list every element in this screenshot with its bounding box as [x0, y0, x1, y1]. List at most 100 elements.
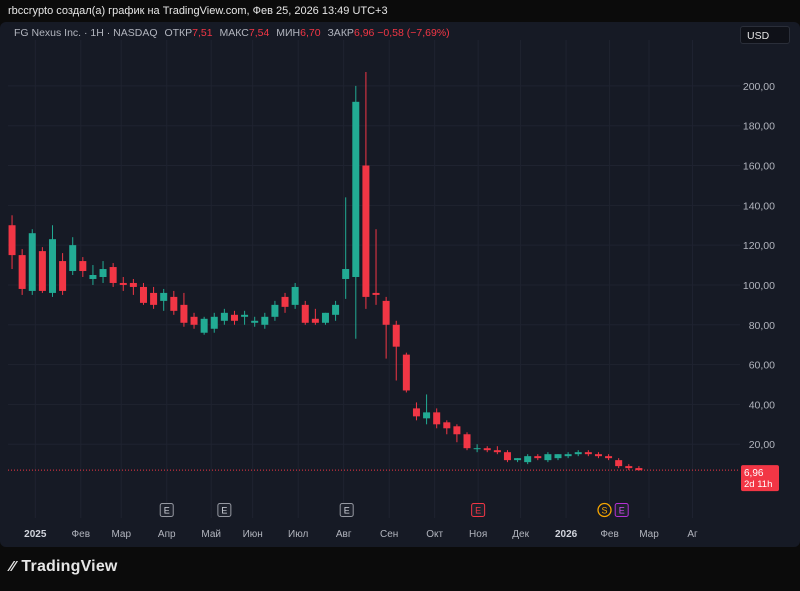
x-tick-label: Дек [512, 529, 529, 540]
high-label: МАКС [219, 27, 249, 39]
candle-body [8, 225, 16, 256]
candle-body [483, 448, 491, 451]
chart-caption: rbccrypto создал(а) график на TradingVie… [8, 5, 388, 17]
candle-body [251, 320, 259, 323]
candle-body [241, 314, 249, 317]
earnings-marker [471, 503, 486, 517]
x-tick-label: Авг [336, 529, 352, 540]
price-badge-value: 6,96 [744, 468, 764, 479]
candle-body [261, 316, 269, 325]
x-tick-label: 2026 [555, 529, 578, 540]
candle-body [89, 275, 97, 279]
x-tick-label: Мар [639, 529, 659, 540]
candle-body [281, 296, 289, 307]
candle-body [271, 304, 279, 317]
x-tick-label: Июл [288, 529, 308, 540]
candle-body [402, 354, 410, 391]
y-tick-label: 20,00 [749, 439, 775, 451]
candle-body [574, 452, 582, 455]
candle-body [160, 292, 168, 301]
x-tick-label: Фев [600, 529, 618, 540]
earnings-marker [614, 503, 629, 517]
x-tick-label: Сен [380, 529, 398, 540]
y-tick-label: 80,00 [749, 320, 775, 332]
x-tick-label: 2025 [24, 529, 47, 540]
y-tick-label: 200,00 [743, 81, 775, 93]
candle-body [392, 324, 400, 347]
candle-body [625, 466, 633, 469]
tradingview-logo-icon: ⁄⁄ [10, 558, 16, 575]
close-label: ЗАКР [327, 27, 354, 39]
candle-body [48, 239, 56, 293]
candle-body [69, 245, 77, 272]
candle-body [382, 300, 390, 325]
candle-body [18, 255, 26, 289]
y-tick-label: 120,00 [743, 240, 775, 252]
candle-body [584, 452, 592, 455]
candle-body [554, 454, 562, 459]
candle-body [99, 269, 107, 277]
candle-body [311, 318, 319, 323]
earnings-marker [159, 503, 174, 517]
candle-body [615, 460, 623, 467]
candle-body [38, 251, 46, 291]
candle-body [119, 282, 127, 285]
y-tick-label: 40,00 [749, 399, 775, 411]
x-tick-label: Май [201, 529, 221, 540]
candle-body [433, 412, 441, 425]
candle-body [564, 454, 572, 457]
x-tick-label: Аг [687, 529, 698, 540]
candle-body [473, 448, 481, 450]
brand-name: TradingView [21, 558, 118, 575]
open-value: 7,51 [192, 27, 213, 39]
x-tick-label: Мар [111, 529, 131, 540]
candle-body [463, 434, 471, 449]
price-badge [741, 465, 779, 492]
candle-body [301, 304, 309, 323]
x-tick-label: Окт [426, 529, 443, 540]
candle-body [332, 304, 340, 315]
x-tick-label: Апр [158, 529, 176, 540]
x-tick-label: Ноя [469, 529, 487, 540]
candle-body [594, 454, 602, 457]
earnings-marker-label: E [475, 506, 481, 516]
symbol-name[interactable]: FG Nexus Inc. · 1H · NASDAQ [14, 27, 158, 39]
candle-body [503, 452, 511, 461]
earnings-marker [217, 503, 232, 517]
y-tick-label: 160,00 [743, 161, 775, 173]
candle-body [139, 286, 147, 303]
candle-body [534, 456, 542, 459]
candle-body [605, 456, 613, 459]
candlestick-chart[interactable]: 200,00 180,00 160,00 140,00 120,00 100,00 80,0… [0, 0, 800, 547]
open-label: ОТКР [164, 27, 193, 39]
candle-body [220, 312, 228, 321]
price-badge-countdown: 2d 11h [744, 479, 772, 490]
candle-body [28, 233, 36, 291]
candle-body [200, 318, 208, 333]
candle-body [79, 261, 87, 272]
low-value: 6,70 [300, 27, 321, 39]
candle-body [372, 292, 380, 295]
currency-button[interactable]: USD [740, 26, 790, 44]
candle-body [412, 408, 420, 417]
earnings-marker-label: E [619, 506, 625, 516]
candle-body [443, 422, 451, 429]
y-tick-label: 100,00 [743, 280, 775, 292]
candle-body [109, 267, 117, 283]
candle-body [362, 165, 370, 297]
y-tick-label: 60,00 [749, 360, 775, 372]
candle-body [210, 316, 218, 329]
candle-body [514, 458, 522, 461]
split-marker [597, 502, 612, 518]
tradingview-logo[interactable]: ⁄⁄ TradingView [10, 558, 118, 576]
candle-body [342, 269, 350, 279]
earnings-marker [339, 503, 354, 517]
candle-body [321, 312, 329, 323]
earnings-marker-label: E [221, 506, 227, 516]
candle-body [423, 412, 431, 419]
candle-body [635, 468, 643, 471]
change-value: −0,58 (−7,69%) [377, 27, 450, 39]
candle-body [190, 316, 198, 325]
candle-body [524, 456, 532, 463]
candle-body [453, 426, 461, 435]
